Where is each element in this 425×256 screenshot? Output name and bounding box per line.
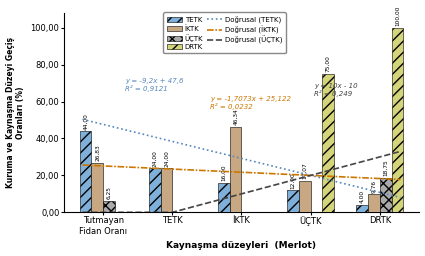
Text: 12,00: 12,00 — [291, 172, 295, 189]
Bar — [218, 183, 230, 212]
Bar — [299, 181, 311, 212]
Text: 46,34: 46,34 — [233, 109, 238, 125]
Text: 17,07: 17,07 — [302, 163, 307, 179]
X-axis label: Kaynaşma düzeyleri  (Merlot): Kaynaşma düzeyleri (Merlot) — [167, 241, 317, 250]
Bar — [391, 28, 403, 212]
Text: 6,25: 6,25 — [107, 186, 112, 199]
Text: 75,00: 75,00 — [326, 56, 331, 72]
Text: y = -9,2x + 47,6
R² = 0,9121: y = -9,2x + 47,6 R² = 0,9121 — [125, 78, 184, 92]
Bar — [323, 74, 334, 212]
Text: 4,00: 4,00 — [360, 190, 365, 204]
Bar — [149, 168, 161, 212]
Text: 18,75: 18,75 — [383, 159, 388, 176]
Text: y = 10x - 10
R² = 0,249: y = 10x - 10 R² = 0,249 — [314, 83, 358, 97]
Legend: TETK, İKTK, ÜÇTK, DRTK, Doğrusal (TETK), Doğrusal (İKTK), Doğrusal (ÜÇTK): TETK, İKTK, ÜÇTK, DRTK, Doğrusal (TETK),… — [163, 12, 286, 53]
Text: 100,00: 100,00 — [395, 6, 400, 26]
Bar — [356, 205, 368, 212]
Text: 26,83: 26,83 — [95, 145, 100, 161]
Y-axis label: Kuruma ve Kaynaşma Düzeyi Geçiş
Oranları (%): Kuruma ve Kaynaşma Düzeyi Geçiş Oranları… — [6, 37, 25, 188]
Bar — [287, 190, 299, 212]
Bar — [368, 194, 380, 212]
Bar — [91, 163, 103, 212]
Text: y = -1,7073x + 25,122
R² = 0,0232: y = -1,7073x + 25,122 R² = 0,0232 — [210, 96, 292, 110]
Text: 24,00: 24,00 — [164, 150, 169, 167]
Bar — [230, 127, 241, 212]
Text: 24,00: 24,00 — [152, 150, 157, 167]
Text: 9,76: 9,76 — [371, 180, 377, 193]
Text: 16,00: 16,00 — [221, 165, 227, 181]
Bar — [80, 131, 91, 212]
Bar — [103, 201, 115, 212]
Bar — [161, 168, 173, 212]
Bar — [380, 178, 391, 212]
Text: 44,00: 44,00 — [83, 113, 88, 130]
